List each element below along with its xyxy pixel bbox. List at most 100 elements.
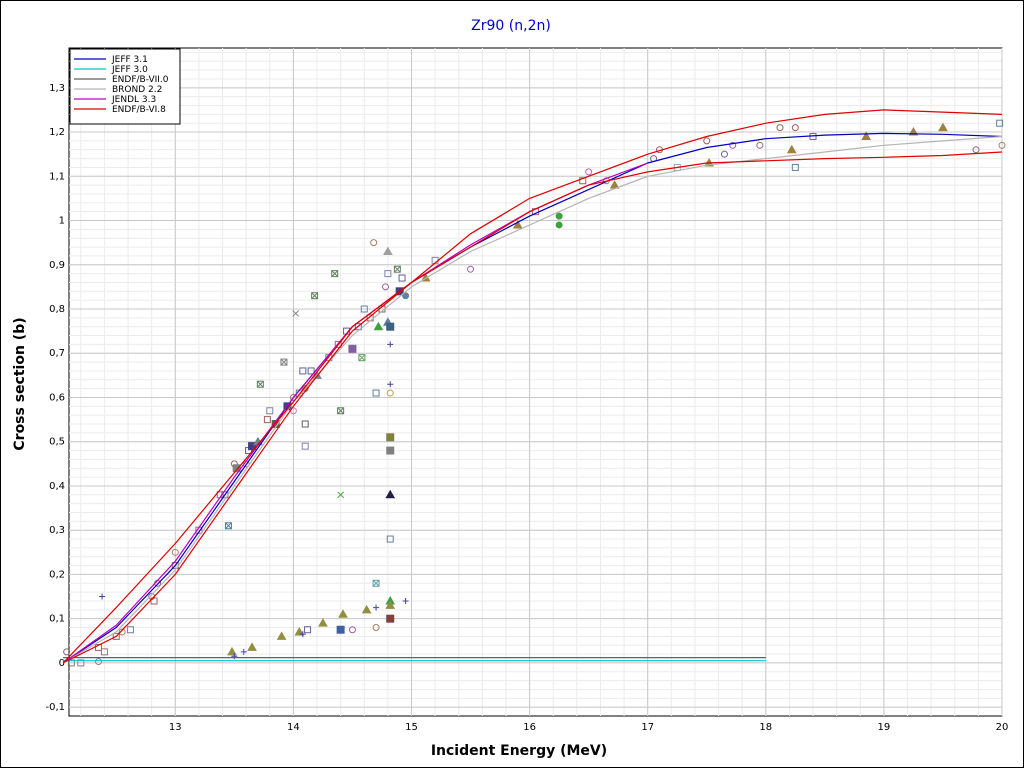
y-tick-label: 0,7 (49, 348, 65, 359)
data-point (791, 124, 799, 132)
data-point (579, 177, 587, 185)
grid-lines (69, 48, 1003, 716)
data-point (263, 416, 271, 424)
y-tick-label: 0,9 (49, 260, 65, 271)
data-point (372, 389, 380, 397)
y-tick-label: 1 (59, 216, 65, 227)
data-point (387, 381, 394, 388)
y-tick-label: 0,8 (49, 304, 65, 315)
data-point (382, 283, 390, 291)
data-point (996, 119, 1004, 127)
data-point (338, 609, 348, 618)
data-point (467, 265, 475, 273)
data-point (398, 274, 406, 282)
data-point (786, 144, 797, 154)
data-point (720, 150, 728, 158)
data-point (247, 642, 257, 651)
data-point (791, 163, 799, 171)
data-point (354, 323, 362, 331)
data-point (585, 168, 593, 176)
data-point (385, 600, 396, 609)
data-point (95, 658, 103, 666)
data-point (756, 141, 764, 149)
data-point (938, 122, 948, 132)
data-point (402, 292, 410, 300)
y-tick-label: 1,2 (49, 127, 65, 138)
y-tick-label: 0 (59, 658, 65, 669)
y-tick-label: 1,3 (49, 83, 65, 94)
data-point (299, 367, 307, 375)
data-point (358, 354, 366, 362)
data-point (240, 648, 247, 655)
y-tick-label: 0,1 (49, 614, 65, 625)
data-point (386, 389, 394, 397)
data-point (100, 648, 108, 656)
data-point (307, 367, 315, 375)
data-point (337, 491, 344, 499)
series-line (62, 109, 1003, 664)
data-point (348, 344, 357, 353)
series-line (62, 151, 1003, 664)
data-point (227, 646, 237, 656)
x-tick-label: 15 (405, 722, 418, 733)
data-point (301, 420, 309, 428)
data-point (95, 643, 103, 651)
y-tick-label: 0,5 (49, 437, 65, 448)
y-tick-label: 0,2 (49, 569, 65, 580)
data-point (373, 321, 384, 331)
y-tick-label: 0,3 (49, 525, 65, 536)
legend-label: BROND 2.2 (112, 85, 162, 95)
data-point (386, 446, 395, 455)
data-point (998, 141, 1006, 149)
data-point (386, 433, 395, 442)
data-point (299, 631, 306, 638)
y-tick-label: 0,6 (49, 392, 65, 403)
series-line (62, 132, 1003, 664)
data-point (337, 407, 345, 415)
data-point (402, 597, 409, 604)
x-tick-label: 19 (878, 722, 891, 733)
data-point (372, 624, 380, 632)
axis-ticks: 13 14 15 16 17 18 19 20 -0,1 0 0,1 0,2 0,3 0,4 0,5 0,6 0… (45, 83, 1008, 733)
y-tick-label: 0,4 (49, 481, 65, 492)
data-point (256, 380, 264, 388)
plot-area (68, 47, 1003, 717)
data-point (231, 653, 238, 660)
data-point (294, 626, 305, 636)
data-point (393, 265, 401, 273)
data-point (318, 618, 328, 627)
data-point (370, 239, 378, 247)
data-point (112, 632, 120, 640)
data-point (301, 442, 309, 450)
data-point (331, 270, 339, 278)
series-line (62, 135, 1003, 664)
data-point (386, 322, 395, 331)
y-tick-label: -0,1 (45, 702, 65, 713)
x-tick-label: 13 (169, 722, 182, 733)
data-point (385, 489, 396, 499)
x-tick-label: 20 (996, 722, 1009, 733)
data-point (361, 604, 372, 614)
data-point (171, 548, 179, 556)
data-point (383, 246, 393, 255)
data-point (972, 146, 980, 154)
data-point (99, 593, 106, 600)
data-point (336, 625, 345, 634)
chart-title: Zr90 (n,2n) (471, 18, 551, 34)
data-point (77, 659, 85, 667)
data-point (126, 626, 134, 634)
data-point (729, 141, 737, 149)
x-tick-label: 14 (287, 722, 300, 733)
legend-label: ENDF/B-VII.0 (112, 75, 169, 85)
experimental-data-points (63, 119, 1006, 667)
data-point (348, 626, 356, 634)
data-point (63, 648, 71, 656)
data-point (248, 442, 257, 451)
legend-label: JEFF 3.1 (111, 55, 148, 65)
y-tick-label: 1,1 (49, 171, 65, 182)
data-point (384, 270, 392, 278)
data-point (703, 137, 711, 145)
x-tick-label: 16 (523, 722, 536, 733)
